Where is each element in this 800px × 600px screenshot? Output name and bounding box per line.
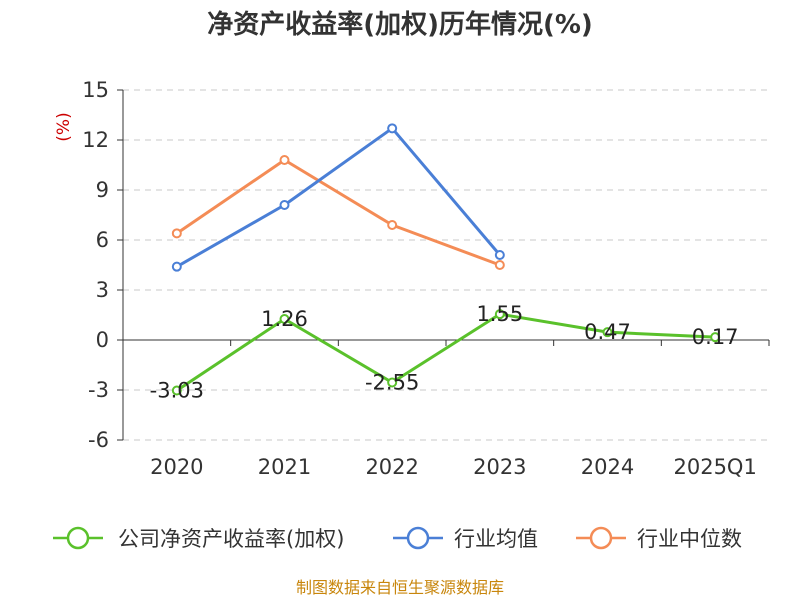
data-label: 0.47	[584, 320, 631, 344]
data-label: 1.26	[261, 307, 308, 331]
legend-label: 行业中位数	[637, 527, 742, 551]
data-point	[494, 309, 505, 320]
y-tick-label: 15	[82, 78, 109, 102]
data-point	[171, 228, 182, 239]
x-tick-label: 2020	[150, 455, 203, 479]
legend: 公司净资产收益率(加权) 行业均值 行业中位数	[53, 526, 742, 551]
x-tick-label: 2021	[258, 455, 311, 479]
x-tick-label: 2023	[473, 455, 526, 479]
x-tick-label: 2025Q1	[673, 455, 756, 479]
y-tick-label: 9	[96, 178, 109, 202]
x-tick-label: 2024	[581, 455, 634, 479]
legend-item: 行业均值	[393, 526, 538, 551]
data-point	[171, 385, 182, 396]
legend-marker	[66, 526, 90, 550]
data-point	[171, 261, 182, 272]
legend-label: 行业均值	[454, 527, 538, 551]
data-point	[494, 250, 505, 260]
data-point	[710, 332, 721, 343]
legend-item: 公司净资产收益率(加权)	[53, 526, 344, 551]
axes: -6 -3 0 3 6 9 12 15 2020 2021 2022 2023 2024 2025Q1	[82, 78, 770, 479]
data-label: -3.03	[150, 379, 204, 403]
legend-marker	[406, 526, 430, 550]
series-line	[176, 126, 501, 268]
y-axis-label: (%)	[54, 112, 74, 141]
series-line	[176, 312, 716, 392]
data-point	[387, 220, 398, 230]
data-point	[279, 200, 290, 210]
data-label: 0.17	[692, 325, 739, 349]
data-point	[279, 314, 290, 324]
y-tick-label: -6	[88, 428, 109, 452]
series-group: -3.03 1.26 -2.55 1.55 0.47 0.17	[150, 123, 739, 403]
y-tick-label: 12	[82, 128, 109, 152]
y-tick-label: -3	[88, 378, 109, 402]
data-point	[279, 155, 290, 165]
source-note: 制图数据来自恒生聚源数据库	[296, 578, 504, 597]
series-line	[175, 158, 501, 267]
legend-label: 公司净资产收益率(加权)	[118, 527, 344, 551]
grid-lines	[123, 89, 769, 441]
data-point	[602, 327, 613, 338]
y-tick-label: 6	[96, 228, 109, 252]
y-tick-label: 0	[96, 328, 109, 352]
data-point	[387, 377, 398, 388]
data-label: 1.55	[476, 302, 523, 326]
legend-marker	[589, 526, 613, 550]
data-point	[387, 123, 398, 134]
x-tick-label: 2022	[365, 455, 418, 479]
y-tick-label: 3	[96, 278, 109, 302]
data-label: -2.55	[365, 371, 419, 395]
data-point	[494, 260, 505, 270]
chart-title: 净资产收益率(加权)历年情况(%)	[207, 9, 593, 40]
legend-item: 行业中位数	[576, 526, 742, 551]
